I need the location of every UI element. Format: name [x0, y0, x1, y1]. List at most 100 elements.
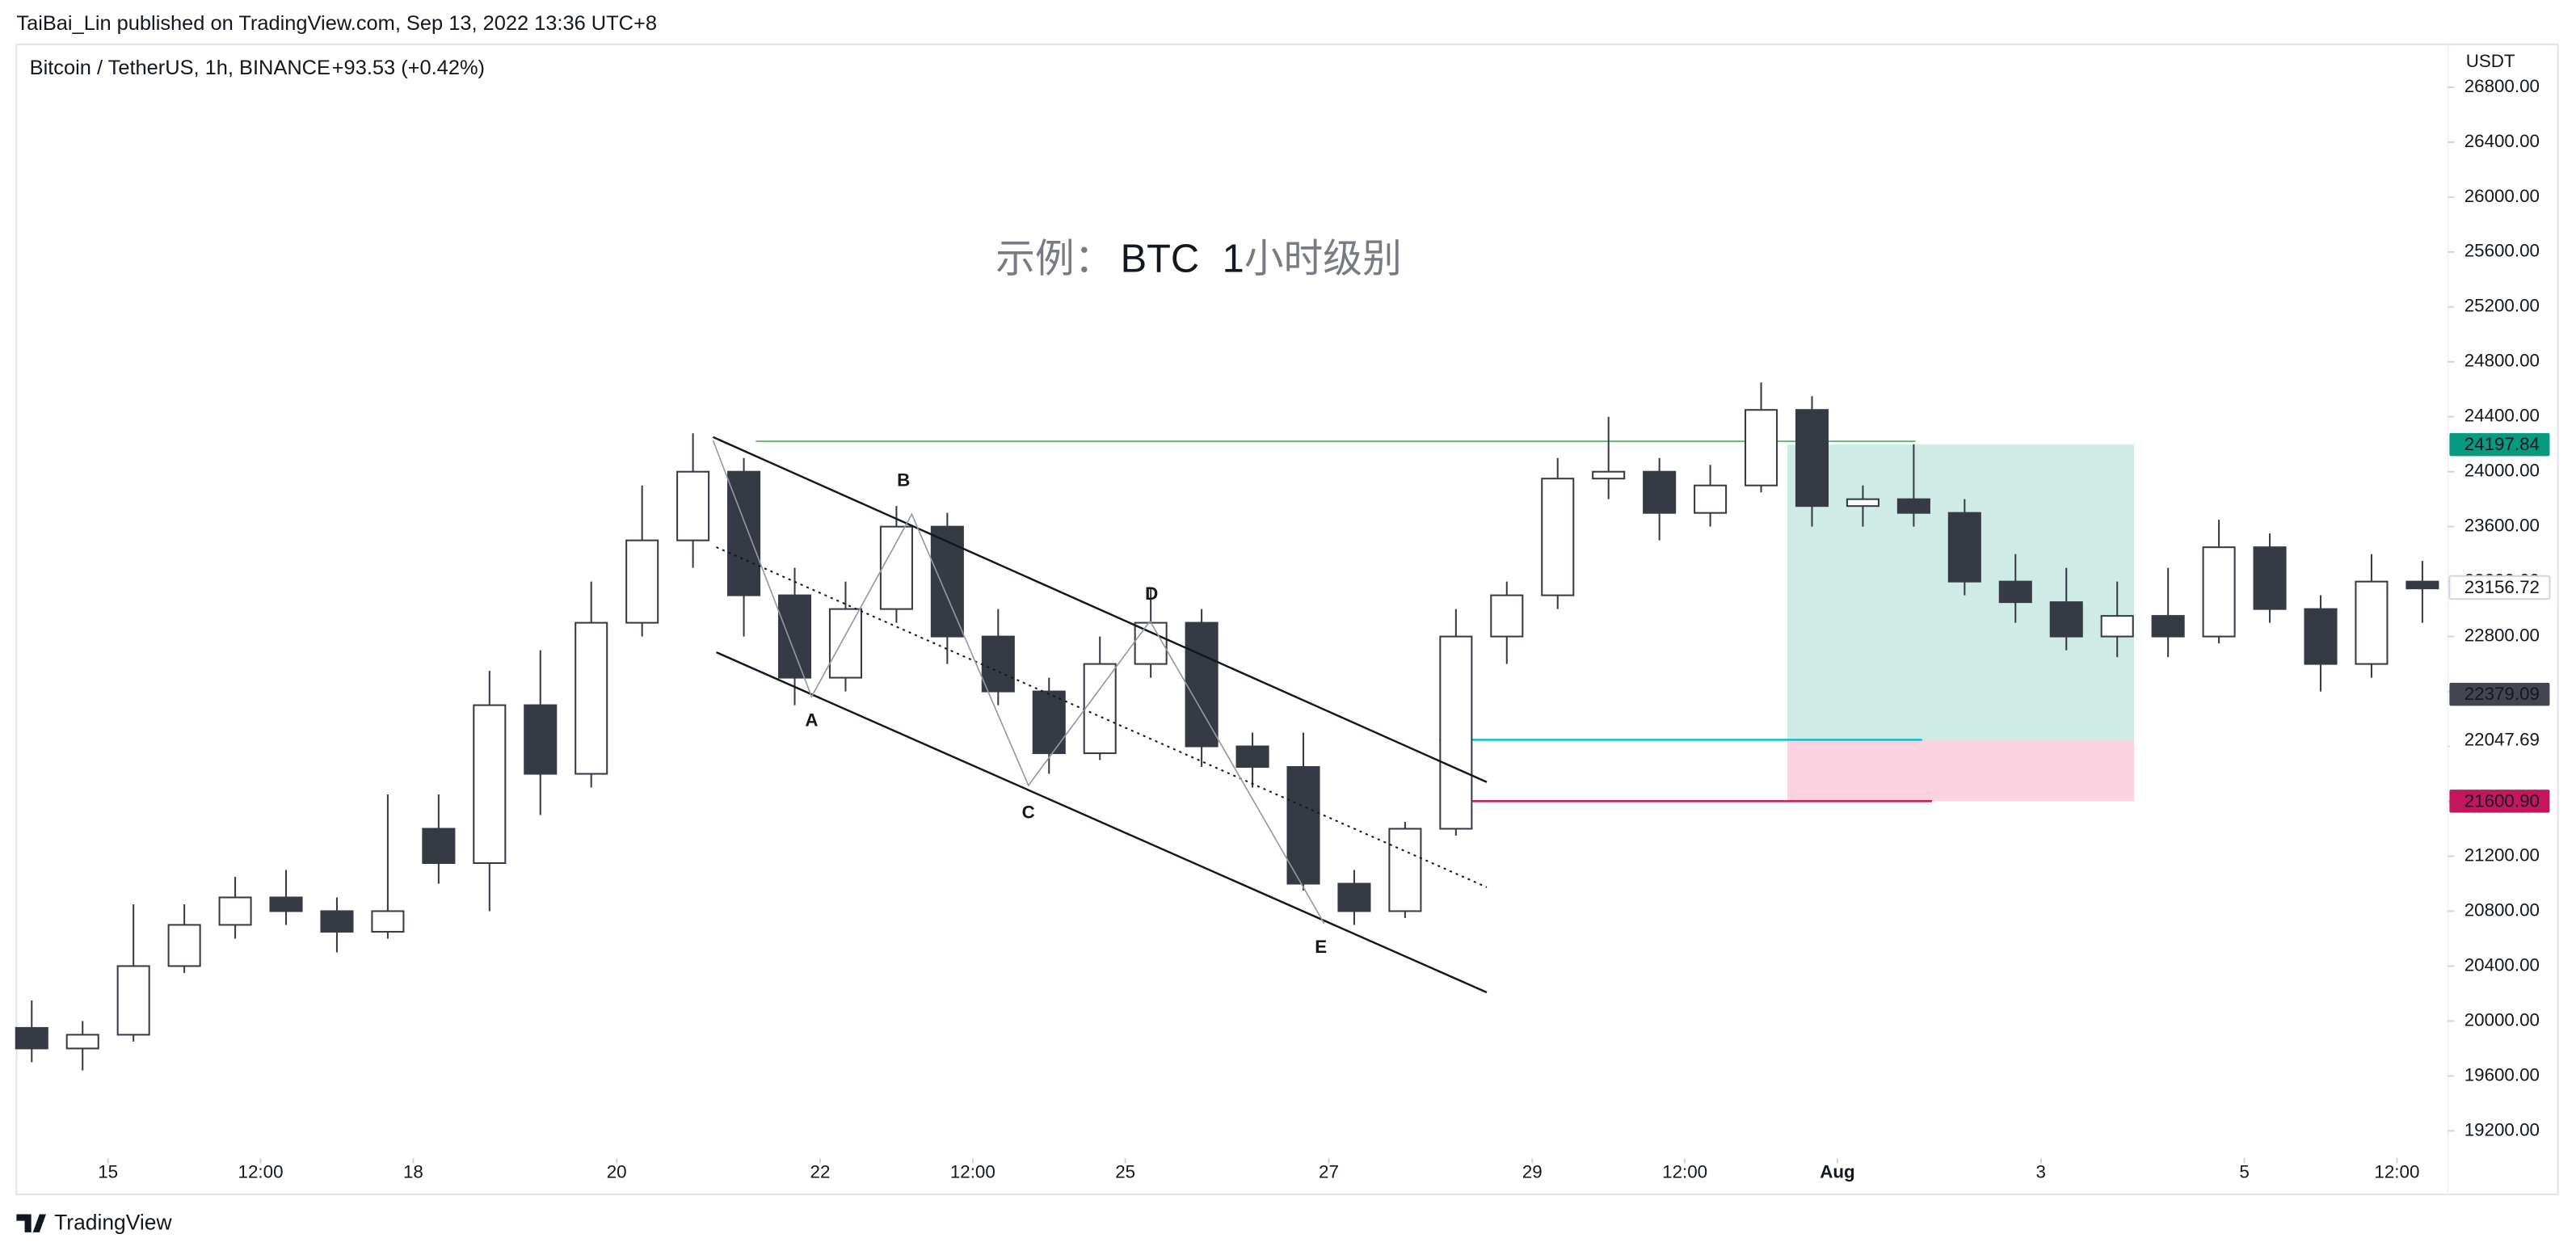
channel-lower [715, 651, 1488, 994]
x-tick-label: 25 [1115, 1162, 1135, 1182]
candle-body [524, 704, 558, 775]
candle-body [1694, 484, 1728, 514]
x-tick-label: 22 [810, 1162, 831, 1182]
candle-body [320, 910, 354, 933]
wave-label: B [897, 470, 910, 491]
candle-body [65, 1034, 99, 1050]
candle-body [1185, 621, 1219, 748]
y-tick-label: 25200.00 [2464, 296, 2540, 316]
candle-body [2049, 601, 2083, 638]
title-part: 1 [1223, 237, 1244, 280]
x-tick-label: 29 [1522, 1162, 1543, 1182]
wave-label: E [1315, 937, 1327, 957]
y-tick-label: 20800.00 [2464, 899, 2540, 920]
candle-body [2253, 546, 2287, 610]
x-tick-label: 12:00 [238, 1162, 284, 1182]
zigzag [712, 440, 1325, 925]
y-tick-label: 23600.00 [2464, 516, 2540, 536]
y-tick-label: 24000.00 [2464, 461, 2540, 481]
channel-upper [712, 436, 1488, 783]
y-tick-label: 24400.00 [2464, 406, 2540, 426]
candle-body [1745, 409, 1778, 486]
wave-label: A [805, 710, 818, 730]
channel-middle [716, 546, 1488, 888]
candle-body [625, 539, 659, 624]
candle-body [1795, 409, 1829, 508]
candle-body [1643, 470, 1677, 514]
x-tick-label: 12:00 [2374, 1162, 2419, 1182]
candle-body [1947, 512, 1981, 583]
candle-body [218, 896, 252, 926]
y-tick-label: 21200.00 [2464, 845, 2540, 865]
y-tick-label: 19200.00 [2464, 1119, 2540, 1139]
logo: TradingView [16, 1211, 172, 1235]
candle-body [269, 896, 303, 912]
x-tick-label: 20 [607, 1162, 627, 1182]
candle-body [473, 704, 507, 865]
candle-body [167, 924, 201, 967]
candle-body [2355, 580, 2389, 665]
x-tick-label: 5 [2239, 1162, 2249, 1182]
candle-body [422, 828, 456, 865]
drawings [712, 436, 1488, 994]
candle-body [15, 1026, 48, 1050]
y-tick-label: 26800.00 [2464, 76, 2540, 96]
change: +93.53 (+0.42%) [332, 57, 485, 79]
candle-body [371, 910, 405, 933]
candle-body [2304, 608, 2338, 665]
publisher: TaiBai_Lin published on TradingView.com,… [16, 12, 657, 35]
price-label-box [2449, 432, 2550, 457]
y-tick-label: 26000.00 [2464, 186, 2540, 206]
y-tick-label: 25600.00 [2464, 241, 2540, 261]
candle-body [2406, 580, 2439, 590]
price-label-box [2448, 575, 2551, 600]
chart-frame [15, 43, 2559, 1196]
candle-body [1134, 621, 1168, 665]
candle-body [879, 525, 913, 610]
title-part: BTC [1121, 237, 1200, 280]
candle-body [1541, 478, 1575, 596]
unit-label: USDT [2466, 51, 2515, 71]
x-tick-label: 15 [98, 1162, 118, 1182]
candle-body [1592, 470, 1626, 480]
price-label: 22379.09 [2464, 684, 2540, 704]
price-label-box [2449, 682, 2550, 706]
wave-label: D [1145, 583, 1158, 604]
candle-body [1490, 594, 1524, 638]
price-label: 21600.90 [2464, 790, 2540, 811]
profit-zone [1787, 444, 2135, 740]
candle-body [1032, 690, 1066, 755]
drawing-title: 示例： BTC 1小时级别 [995, 237, 1402, 280]
title-part: 示例： [995, 237, 1113, 280]
x-tick-label: 3 [2036, 1162, 2046, 1182]
x-tick-label: 12:00 [950, 1162, 995, 1182]
logo-mark [16, 1214, 46, 1232]
candle-body [2151, 615, 2185, 638]
candle-body [1896, 498, 1930, 514]
candle-body [930, 525, 964, 638]
candle-body [1337, 882, 1371, 912]
candle-body [1083, 663, 1117, 755]
symbol: Bitcoin / TetherUS, 1h, BINANCE [30, 57, 330, 79]
candle-body [1286, 766, 1320, 885]
y-tick-label: 24800.00 [2464, 351, 2540, 371]
candle-body [2202, 546, 2236, 638]
loss-zone [1787, 739, 2135, 802]
candle-body [1846, 498, 1879, 508]
candle-body [575, 621, 608, 775]
price-label-box [2449, 790, 2550, 813]
candle-body [828, 608, 862, 679]
y-tick-label: 20000.00 [2464, 1009, 2540, 1030]
y-tick-label: 22800.00 [2464, 626, 2540, 646]
candle-body [116, 965, 150, 1036]
candle-body [1439, 635, 1473, 830]
price-label: 24197.84 [2464, 434, 2540, 454]
candle-body [1235, 745, 1269, 769]
y-tick-label: 20400.00 [2464, 954, 2540, 975]
y-tick-label: 19600.00 [2464, 1064, 2540, 1085]
candle-body [1388, 828, 1422, 912]
footer: TradingView [54, 1211, 172, 1235]
candle-body [676, 470, 710, 541]
